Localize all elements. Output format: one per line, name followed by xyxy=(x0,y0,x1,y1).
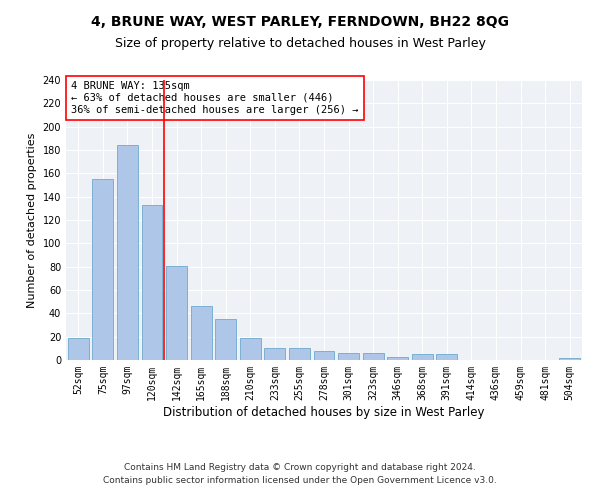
Bar xyxy=(92,179,113,360)
Bar xyxy=(387,356,408,360)
Bar xyxy=(265,348,286,360)
Text: Contains public sector information licensed under the Open Government Licence v3: Contains public sector information licen… xyxy=(103,476,497,485)
Bar xyxy=(166,266,187,360)
Bar xyxy=(215,319,236,360)
Bar xyxy=(289,348,310,360)
Text: 4, BRUNE WAY, WEST PARLEY, FERNDOWN, BH22 8QG: 4, BRUNE WAY, WEST PARLEY, FERNDOWN, BH2… xyxy=(91,15,509,29)
Bar xyxy=(142,205,163,360)
Bar xyxy=(559,358,580,360)
Bar xyxy=(191,306,212,360)
Bar xyxy=(240,338,261,360)
Bar xyxy=(338,353,359,360)
Bar xyxy=(314,350,334,360)
Y-axis label: Number of detached properties: Number of detached properties xyxy=(27,132,37,308)
Text: 4 BRUNE WAY: 135sqm
← 63% of detached houses are smaller (446)
36% of semi-detac: 4 BRUNE WAY: 135sqm ← 63% of detached ho… xyxy=(71,82,359,114)
Bar xyxy=(68,338,89,360)
Text: Size of property relative to detached houses in West Parley: Size of property relative to detached ho… xyxy=(115,38,485,51)
Text: Contains HM Land Registry data © Crown copyright and database right 2024.: Contains HM Land Registry data © Crown c… xyxy=(124,462,476,471)
Bar xyxy=(436,354,457,360)
Bar xyxy=(412,354,433,360)
X-axis label: Distribution of detached houses by size in West Parley: Distribution of detached houses by size … xyxy=(163,406,485,418)
Bar xyxy=(362,353,383,360)
Bar xyxy=(117,146,138,360)
